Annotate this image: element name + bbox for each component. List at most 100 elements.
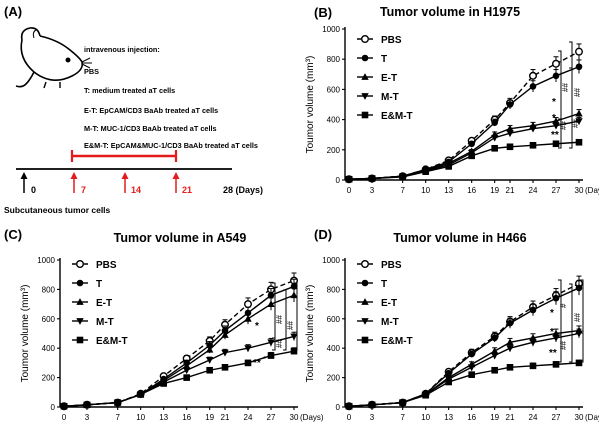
mouse-icon — [15, 27, 92, 89]
series-line — [63, 294, 295, 407]
data-point — [445, 163, 452, 170]
data-point — [345, 402, 353, 410]
x-tick-label: 21 — [506, 413, 515, 422]
data-point — [183, 374, 190, 381]
data-point — [182, 367, 191, 375]
x-tick-label: 13 — [444, 413, 453, 422]
x-tick-label: 3 — [85, 413, 90, 422]
data-point — [244, 359, 252, 367]
significance-mark: ## — [573, 88, 582, 97]
data-point — [221, 364, 229, 371]
y-tick-label: 800 — [327, 55, 341, 64]
panel-b-title: Tumor volume in H1975 — [380, 5, 520, 19]
data-point — [575, 109, 583, 117]
y-tick-label: 200 — [42, 374, 56, 383]
x-tick-label: 13 — [159, 413, 168, 422]
data-point — [490, 352, 499, 360]
x-tick-label: 27 — [552, 413, 561, 422]
significance-mark: ## — [571, 119, 580, 128]
data-point — [491, 119, 498, 126]
data-point — [290, 291, 298, 299]
data-point — [243, 300, 252, 309]
x-tick-label: 0 — [62, 413, 67, 422]
x-tick-label: 24 — [244, 413, 253, 422]
x-tick-label: 3 — [370, 186, 375, 195]
legend-swatch-marker — [361, 336, 369, 344]
data-point — [267, 300, 275, 307]
series-e-m-t — [345, 138, 583, 183]
data-point — [552, 335, 560, 342]
timeline-day-0: 0 — [31, 185, 36, 195]
data-point — [244, 345, 252, 353]
significance-mark: ** — [549, 348, 557, 359]
significance-mark: * — [255, 321, 259, 332]
data-point — [345, 175, 353, 183]
y-tick-label: 400 — [327, 344, 341, 353]
legend-label: M-T — [96, 317, 114, 328]
significance-bracket — [272, 337, 276, 351]
legend-swatch-marker — [361, 279, 369, 287]
x-unit-label: (Days) — [300, 413, 324, 422]
significance-mark: ## — [559, 341, 568, 350]
data-point — [221, 331, 229, 338]
data-point — [267, 352, 275, 359]
significance-mark: * — [262, 356, 271, 359]
data-point — [575, 330, 583, 338]
legend-swatch-marker — [361, 73, 369, 80]
data-point — [114, 399, 121, 406]
data-point — [506, 143, 514, 151]
x-tick-label: 24 — [529, 186, 538, 195]
panel-c-label: (C) — [4, 227, 22, 242]
x-tick-label: 21 — [506, 186, 515, 195]
x-tick-label: 19 — [205, 413, 214, 422]
group-m-t: M-T: MUC-1/CD3 BaAb treated aT cells — [84, 124, 217, 133]
data-point — [529, 83, 537, 90]
data-point — [60, 402, 68, 410]
significance-bracket — [569, 283, 573, 363]
legend-swatch-marker — [76, 318, 84, 325]
legend-label: E-T — [96, 298, 112, 309]
data-point — [575, 284, 583, 292]
significance-bracket — [283, 289, 287, 351]
significance-mark: * — [550, 308, 554, 319]
timeline-day-14: 14 — [131, 185, 141, 195]
legend-swatch-marker — [361, 54, 369, 62]
y-tick-label: 0 — [336, 403, 341, 412]
legend-swatch-marker — [361, 318, 369, 325]
data-point — [137, 391, 144, 398]
significance-bracket — [580, 279, 584, 363]
legend-item-e-t: E-T — [72, 298, 112, 309]
x-tick-label: 16 — [182, 413, 191, 422]
panel-d-title: Tumor volume in H466 — [393, 231, 526, 245]
y-tick-label: 200 — [327, 146, 341, 155]
significance-mark: ## — [275, 315, 284, 324]
legend-item-e-t: E-T — [357, 73, 397, 84]
y-tick-label: 200 — [327, 374, 341, 383]
data-point — [399, 173, 406, 181]
data-point — [290, 333, 298, 341]
legend-swatch-marker — [361, 35, 370, 44]
data-point — [244, 309, 252, 317]
data-point — [529, 306, 537, 314]
legend-label: E-T — [381, 73, 397, 84]
data-point — [267, 291, 275, 299]
x-tick-label: 16 — [467, 186, 476, 195]
y-tick-label: 400 — [42, 344, 56, 353]
y-tick-label: 800 — [42, 285, 56, 294]
data-point — [506, 345, 514, 353]
data-point — [529, 71, 538, 80]
y-tick-label: 1000 — [322, 256, 340, 265]
x-tick-label: 19 — [490, 413, 499, 422]
data-point — [468, 140, 475, 148]
legend-swatch-marker — [76, 279, 84, 287]
data-point — [506, 338, 514, 346]
x-tick-label: 7 — [115, 413, 120, 422]
injection-arrow-day-14 — [121, 172, 129, 193]
data-point — [552, 72, 560, 80]
legend-item-pbs: PBS — [357, 260, 402, 271]
legend-item-pbs: PBS — [357, 35, 402, 46]
x-tick-label: 21 — [221, 413, 230, 422]
significance-mark: ** — [253, 358, 261, 369]
x-tick-label: 30 — [290, 413, 299, 422]
significance-mark: # — [559, 303, 568, 308]
